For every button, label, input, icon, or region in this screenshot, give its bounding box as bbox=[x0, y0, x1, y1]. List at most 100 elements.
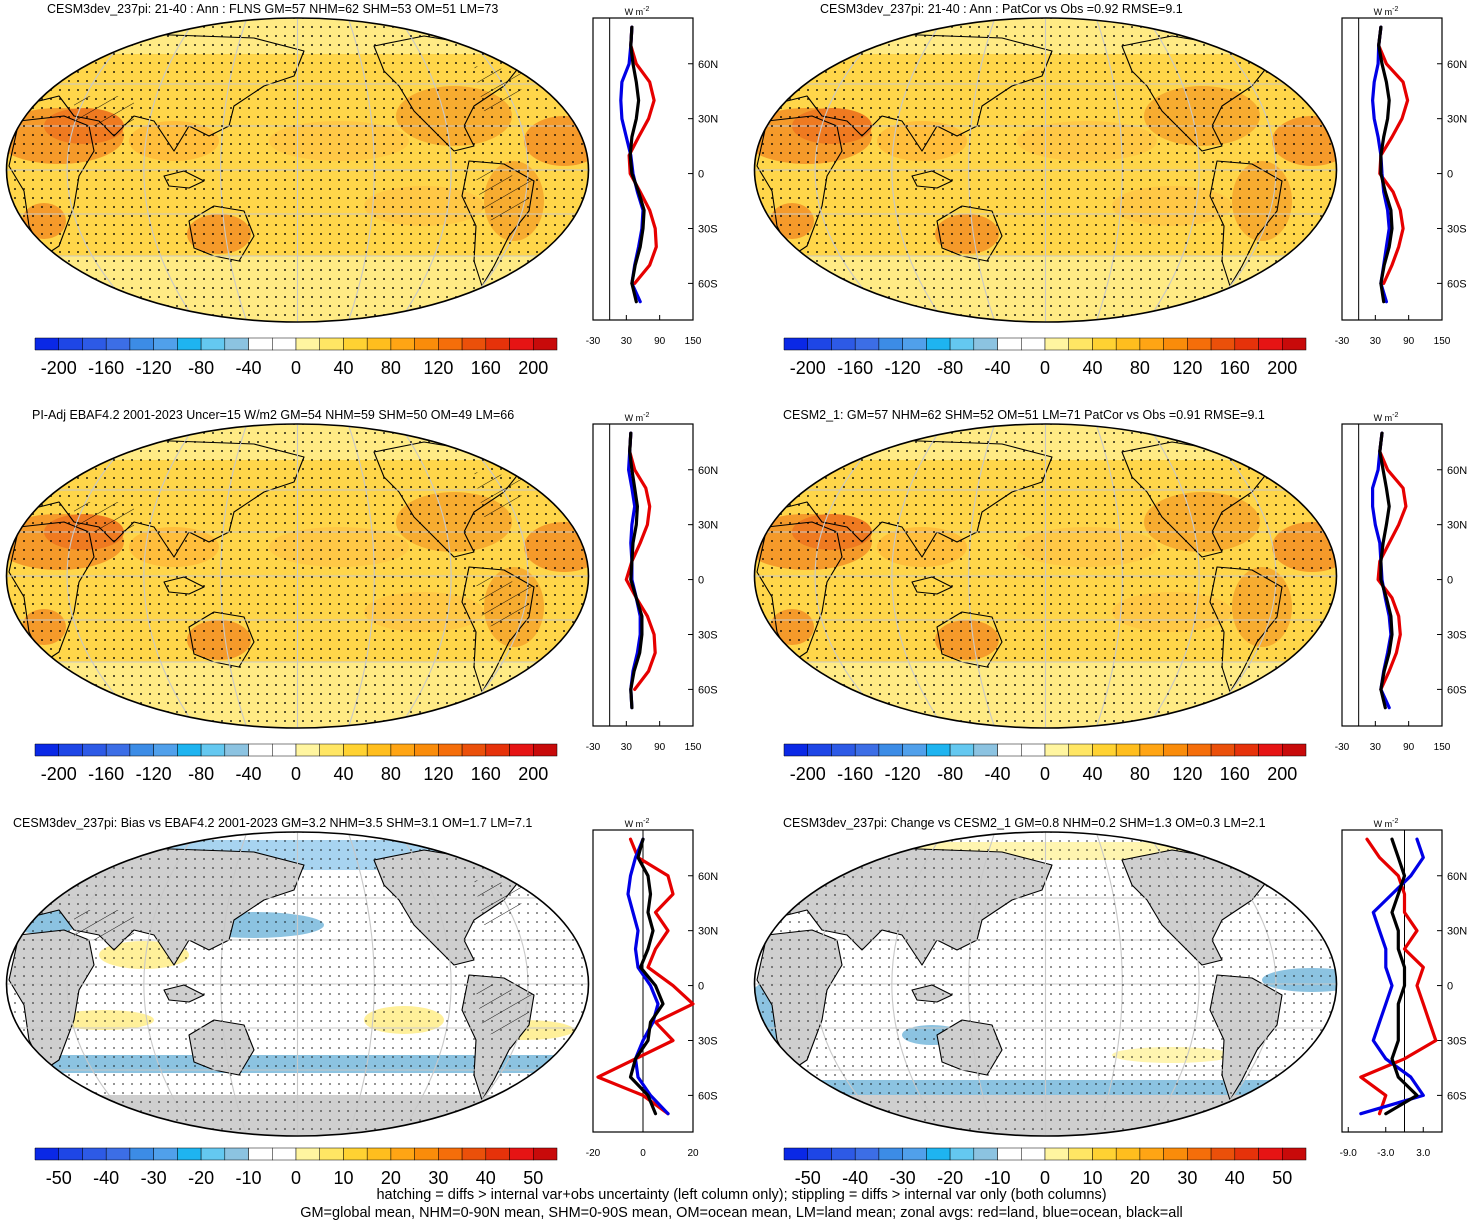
colorbar-cell bbox=[319, 1147, 344, 1161]
zonal-xtick-label: 3.0 bbox=[1416, 1148, 1430, 1159]
zonal-ytick-label: 60S bbox=[1447, 684, 1467, 696]
map-p2 bbox=[753, 17, 1338, 323]
colorbar-label: 200 bbox=[518, 358, 548, 378]
zonal-unit-label: W m-2 bbox=[1374, 6, 1399, 17]
continent-greenland bbox=[1251, 839, 1313, 871]
colorbar-label: 160 bbox=[1220, 358, 1250, 378]
zonal-plot-p1: W m-2 60N 30N 0 30S 60S -30 30 90 150 bbox=[586, 6, 718, 347]
hatching-north-america bbox=[474, 472, 524, 517]
colorbar-label: -120 bbox=[885, 764, 921, 784]
colorbar-p3: -200 -160 -120 -80 -40 0 40 80 120 160 200 bbox=[34, 743, 558, 784]
colorbar-cell bbox=[854, 337, 880, 351]
colorbar-cell bbox=[783, 1147, 808, 1161]
zonal-xtick-label: 90 bbox=[1403, 742, 1415, 753]
colorbar-label: 200 bbox=[1267, 764, 1297, 784]
zonal-ytick-label: 60N bbox=[698, 871, 718, 883]
hatching-north-america bbox=[474, 66, 524, 111]
zonal-xtick-label: -30 bbox=[586, 742, 601, 753]
colorbar-cell bbox=[1092, 743, 1117, 757]
colorbar-cell bbox=[997, 337, 1022, 351]
zonal-ytick-label: 30N bbox=[1447, 926, 1467, 938]
stippling-layer bbox=[754, 18, 1337, 322]
colorbar-cell bbox=[783, 337, 808, 351]
colorbar-label: 40 bbox=[1082, 358, 1102, 378]
colorbar-cell bbox=[105, 743, 131, 757]
colorbar-cell bbox=[34, 1147, 59, 1161]
colorbar-cell bbox=[509, 1147, 534, 1161]
colorbar-cell bbox=[129, 743, 154, 757]
zonal-xtick-label: -30 bbox=[1335, 742, 1350, 753]
colorbar-cell bbox=[926, 743, 951, 757]
zonal-series-all bbox=[1377, 25, 1394, 304]
colorbar-label: 200 bbox=[1267, 358, 1297, 378]
colorbar-label: 80 bbox=[381, 358, 401, 378]
colorbar-cell bbox=[1234, 743, 1259, 757]
hatching-north-america bbox=[474, 880, 524, 925]
colorbar-cell bbox=[807, 743, 832, 757]
zonal-plot-p6: W m-2 60N 30N 0 30S 60S -9.0 -3.0 3.0 bbox=[1340, 818, 1468, 1159]
panel-title-p1: CESM3dev_237pi: 21-40 : Ann : FLNS GM=57… bbox=[47, 2, 499, 16]
zonal-ytick-label: 30S bbox=[1447, 223, 1467, 235]
footer-line-2: GM=global mean, NHM=0-90N mean, SHM=0-90… bbox=[300, 1205, 1183, 1221]
zonal-xtick-label: 90 bbox=[654, 336, 666, 347]
colorbar-cell bbox=[438, 743, 463, 757]
colorbar-cell bbox=[58, 743, 83, 757]
colorbar-cell bbox=[485, 743, 510, 757]
colorbar-cell bbox=[949, 743, 975, 757]
colorbar-cell bbox=[1163, 743, 1188, 757]
colorbar-cell bbox=[461, 743, 487, 757]
continent-greenland bbox=[1251, 25, 1313, 57]
zonal-xtick-label: 150 bbox=[685, 336, 702, 347]
colorbar-label: 80 bbox=[1130, 764, 1150, 784]
colorbar-label: 120 bbox=[1172, 764, 1202, 784]
hatching-south-america bbox=[474, 166, 534, 221]
colorbar-label: -20 bbox=[188, 1168, 214, 1188]
panel-title-p2: CESM3dev_237pi: 21-40 : Ann : PatCor vs … bbox=[820, 2, 1183, 16]
map-p4 bbox=[753, 423, 1338, 729]
hatching-south-america bbox=[474, 572, 534, 627]
zonal-ytick-label: 0 bbox=[1447, 575, 1453, 587]
colorbar-cell bbox=[319, 337, 344, 351]
colorbar-label: -160 bbox=[837, 764, 873, 784]
colorbar-cell bbox=[783, 743, 808, 757]
colorbar-label: 200 bbox=[518, 764, 548, 784]
colorbar-cell bbox=[366, 743, 392, 757]
zonal-unit-sup: -2 bbox=[1392, 412, 1398, 419]
zonal-unit-label: W m-2 bbox=[625, 6, 650, 17]
zonal-xtick-label: 30 bbox=[621, 336, 633, 347]
colorbar-label: -10 bbox=[236, 1168, 262, 1188]
zonal-series-all bbox=[628, 837, 665, 1116]
colorbar-p2: -200 -160 -120 -80 -40 0 40 80 120 160 200 bbox=[783, 337, 1307, 378]
zonal-ytick-label: 60S bbox=[1447, 1090, 1467, 1102]
colorbar-cell bbox=[1044, 1147, 1069, 1161]
zonal-unit-label: W m-2 bbox=[1374, 818, 1399, 829]
colorbar-cell bbox=[831, 743, 856, 757]
colorbar-cell bbox=[1234, 1147, 1259, 1161]
zonal-plot-p4: W m-2 60N 30N 0 30S 60S -30 30 90 150 bbox=[1335, 412, 1467, 753]
zonal-series-ocean bbox=[626, 837, 670, 1116]
colorbar-cell bbox=[295, 1147, 320, 1161]
colorbar-label: 30 bbox=[1177, 1168, 1197, 1188]
zonal-series-land bbox=[596, 837, 695, 1116]
colorbar-cell bbox=[854, 1147, 880, 1161]
colorbar-cell bbox=[1115, 337, 1141, 351]
colorbar-label: 120 bbox=[423, 764, 453, 784]
colorbar-label: 20 bbox=[1130, 1168, 1150, 1188]
zonal-series-all bbox=[628, 431, 644, 710]
colorbar-label: -50 bbox=[46, 1168, 72, 1188]
colorbar-cell bbox=[1021, 743, 1046, 757]
colorbar-cell bbox=[1021, 1147, 1046, 1161]
colorbar-cell bbox=[153, 1147, 178, 1161]
map-border bbox=[5, 831, 590, 1137]
colorbar-label: 40 bbox=[333, 764, 353, 784]
zonal-xtick-label: 0 bbox=[640, 1148, 646, 1159]
panel-title-p6: CESM3dev_237pi: Change vs CESM2_1 GM=0.8… bbox=[783, 816, 1266, 830]
colorbar-cell bbox=[509, 743, 534, 757]
zonal-ytick-label: 30N bbox=[1447, 114, 1467, 126]
colorbar-cell bbox=[295, 337, 320, 351]
zonal-ytick-label: 30S bbox=[1447, 629, 1467, 641]
colorbar-cell bbox=[1282, 337, 1307, 351]
colorbar-cell bbox=[973, 1147, 998, 1161]
continent-greenland bbox=[503, 25, 565, 57]
colorbar-cell bbox=[82, 743, 107, 757]
